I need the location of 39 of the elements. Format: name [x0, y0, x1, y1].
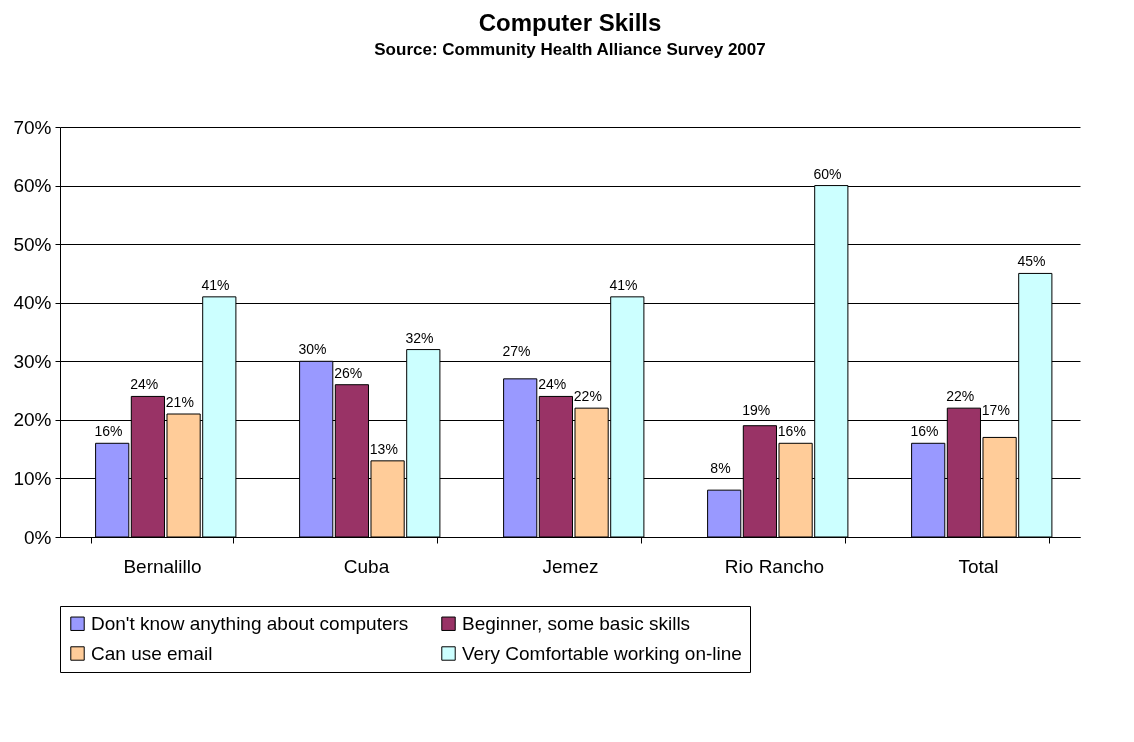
- data-label: 60%: [813, 165, 842, 182]
- data-label: 22%: [573, 388, 602, 405]
- data-label: 17%: [981, 401, 1010, 418]
- data-label: 41%: [201, 276, 230, 293]
- legend-label: Can use email: [91, 642, 213, 664]
- data-label: 16%: [777, 423, 806, 440]
- data-label: 19%: [742, 401, 771, 418]
- legend-label: Beginner, some basic skills: [462, 612, 691, 634]
- data-label: 41%: [609, 276, 638, 293]
- x-tick-label: Jemez: [542, 555, 599, 577]
- y-tick-label: 20%: [13, 409, 52, 431]
- data-label: 22%: [946, 388, 975, 405]
- chart-title: Computer Skills: [478, 9, 662, 36]
- y-tick-label: 10%: [13, 467, 52, 489]
- data-label: 8%: [710, 460, 731, 477]
- data-label: 24%: [130, 376, 159, 393]
- x-tick-label: Bernalillo: [123, 555, 202, 577]
- y-tick-label: 0%: [24, 526, 52, 548]
- data-label: 16%: [910, 423, 939, 440]
- y-tick-label: 50%: [13, 233, 52, 255]
- y-tick-label: 40%: [13, 292, 52, 314]
- x-tick-label: Total: [958, 555, 999, 577]
- y-tick-label: 60%: [13, 175, 52, 197]
- data-label: 21%: [165, 394, 194, 410]
- data-label: 27%: [502, 343, 531, 360]
- data-label: 13%: [369, 440, 398, 457]
- data-label: 24%: [538, 376, 567, 393]
- x-tick-label: Cuba: [343, 555, 390, 577]
- y-tick-label: 30%: [13, 350, 52, 372]
- x-tick-label: Rio Rancho: [724, 555, 825, 577]
- legend-label: Very Comfortable working on-line: [462, 642, 742, 664]
- data-label: 45%: [1017, 253, 1046, 270]
- data-label: 16%: [94, 423, 123, 440]
- data-label: 30%: [298, 341, 327, 358]
- data-label: 26%: [334, 364, 363, 381]
- y-tick-label: 70%: [13, 116, 52, 138]
- chart-subtitle: Source: Community Health Alliance Survey 2007: [374, 40, 766, 59]
- data-label: 32%: [405, 329, 434, 346]
- legend-label: Don't know anything about computers: [91, 612, 409, 634]
